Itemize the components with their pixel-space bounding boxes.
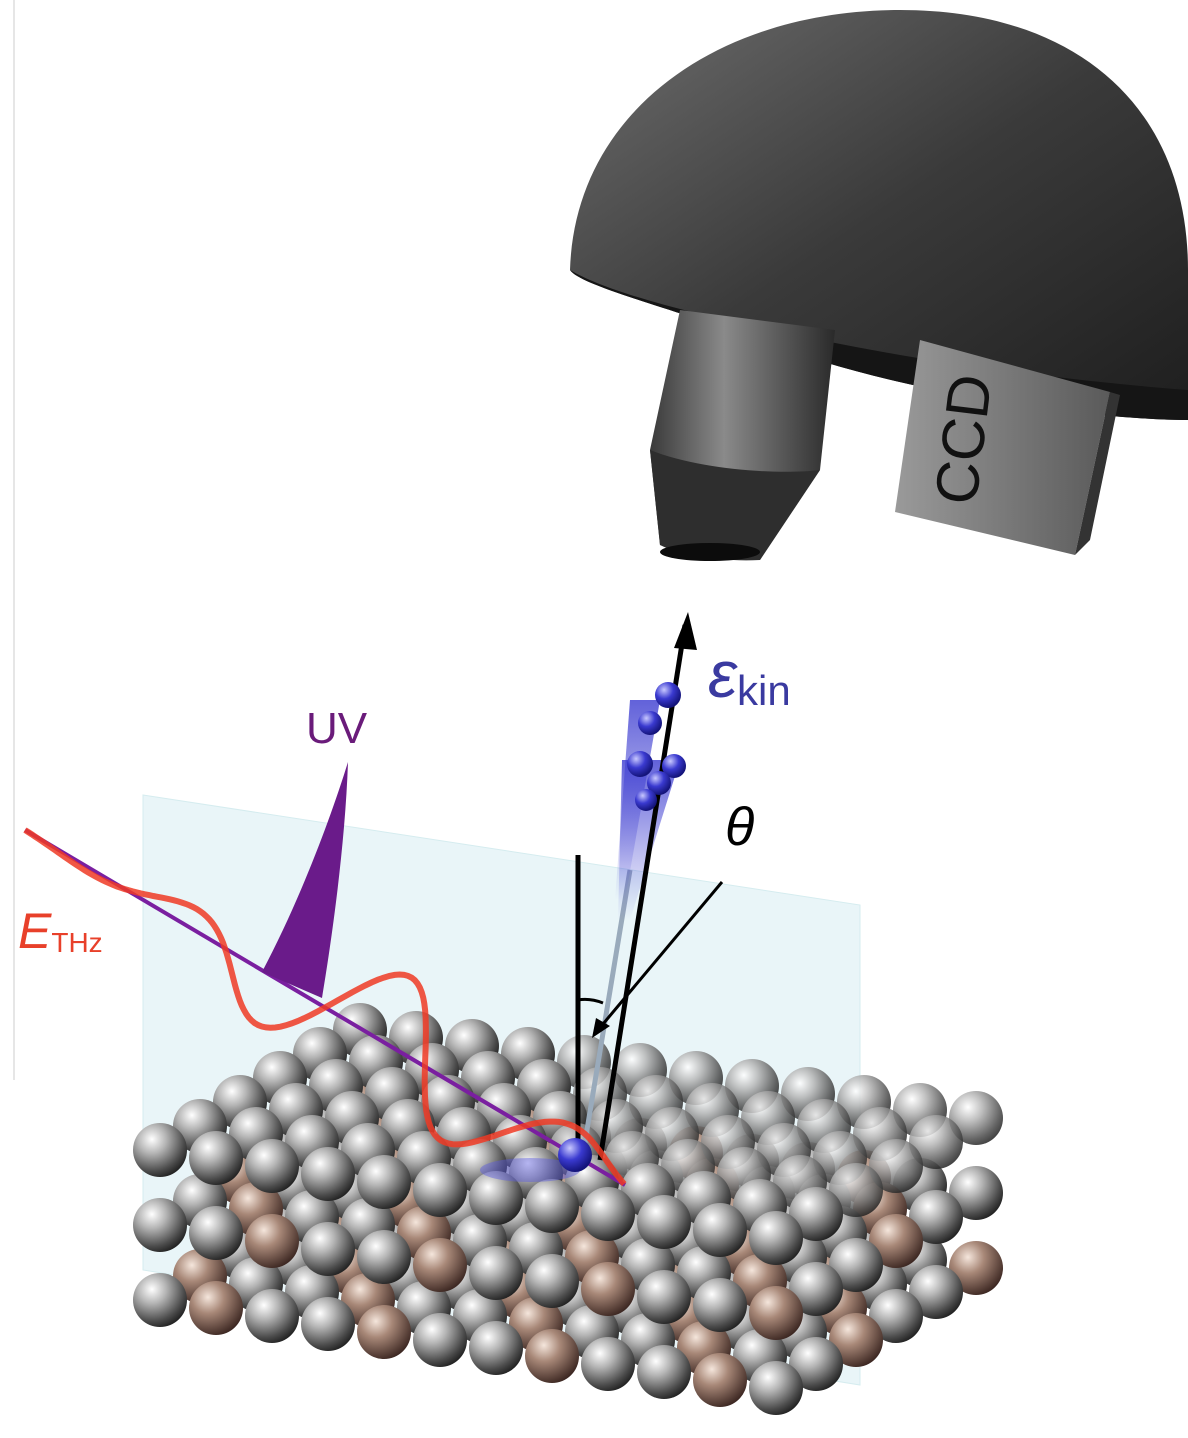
atom	[693, 1353, 747, 1407]
atom	[301, 1147, 355, 1201]
atom	[413, 1238, 467, 1292]
atom	[245, 1214, 299, 1268]
atom	[693, 1203, 747, 1257]
atom	[469, 1246, 523, 1300]
atom	[189, 1206, 243, 1260]
atom	[581, 1337, 635, 1391]
atom	[133, 1198, 187, 1252]
field-subscript: THz	[51, 927, 102, 958]
figure: CCD θ εkin UV ETHz	[0, 0, 1188, 1438]
atom	[413, 1163, 467, 1217]
atom	[189, 1281, 243, 1335]
uv-label: UV	[306, 704, 368, 753]
atom	[749, 1286, 803, 1340]
electron	[655, 682, 681, 708]
field-symbol: E	[18, 903, 52, 959]
emitted-electron	[558, 1138, 592, 1172]
atom	[357, 1230, 411, 1284]
electron	[635, 789, 657, 811]
atom	[245, 1139, 299, 1193]
analyzer: CCD	[570, 10, 1188, 561]
atom	[357, 1305, 411, 1359]
atom	[637, 1345, 691, 1399]
atom	[357, 1155, 411, 1209]
atom	[189, 1131, 243, 1185]
atom	[525, 1179, 579, 1233]
atom	[637, 1270, 691, 1324]
atom	[133, 1273, 187, 1327]
angle-label: θ	[725, 797, 754, 857]
atom	[637, 1195, 691, 1249]
momentum-arrow-head	[674, 612, 697, 650]
energy-label: εkin	[708, 637, 791, 714]
atom	[693, 1278, 747, 1332]
electron	[638, 711, 662, 735]
atom	[525, 1329, 579, 1383]
atom	[133, 1123, 187, 1177]
electron	[627, 751, 653, 777]
lens-aperture	[660, 543, 760, 561]
atom	[413, 1313, 467, 1367]
energy-symbol: ε	[708, 637, 738, 711]
atom	[525, 1254, 579, 1308]
atom	[469, 1321, 523, 1375]
atom	[301, 1222, 355, 1276]
page: {"labels": {"ccd": "CCD", "energy": {"sy…	[0, 0, 1188, 1438]
crystal	[133, 1003, 1003, 1415]
field-label: ETHz	[18, 903, 103, 959]
energy-subscript: kin	[737, 667, 791, 714]
atom	[245, 1289, 299, 1343]
atom	[301, 1297, 355, 1351]
atom	[749, 1211, 803, 1265]
atom	[749, 1361, 803, 1415]
atom	[581, 1262, 635, 1316]
atom	[581, 1187, 635, 1241]
